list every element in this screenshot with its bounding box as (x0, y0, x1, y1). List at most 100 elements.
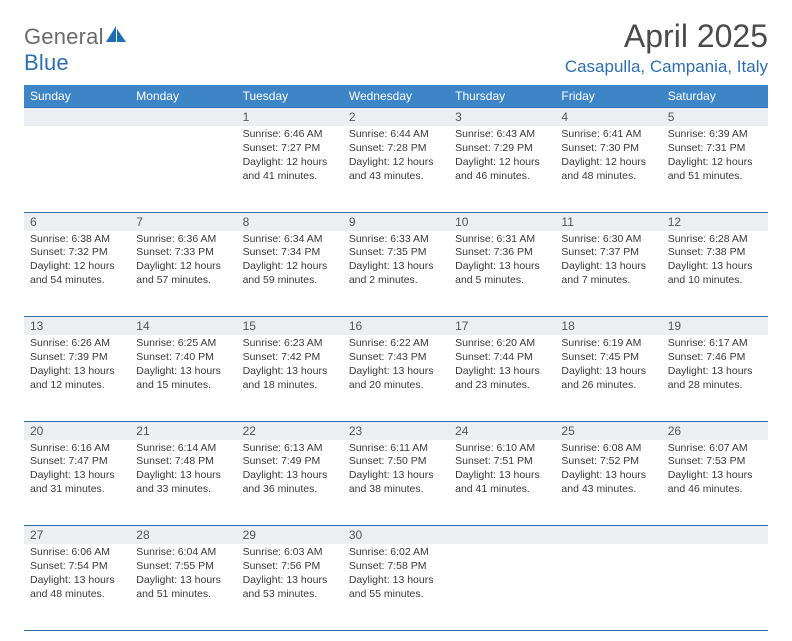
day-number-cell: 17 (449, 317, 555, 336)
sunset-line: Sunset: 7:45 PM (561, 351, 655, 365)
day-number: 10 (449, 213, 555, 231)
sunrise-line: Sunrise: 6:20 AM (455, 337, 549, 351)
daylight-line: Daylight: 13 hours and 28 minutes. (668, 365, 762, 393)
daylight-line: Daylight: 12 hours and 46 minutes. (455, 156, 549, 184)
sunrise-line: Sunrise: 6:38 AM (30, 233, 124, 247)
daylight-line: Daylight: 13 hours and 38 minutes. (349, 469, 443, 497)
sunrise-line: Sunrise: 6:19 AM (561, 337, 655, 351)
daylight-line: Daylight: 13 hours and 5 minutes. (455, 260, 549, 288)
sunset-line: Sunset: 7:46 PM (668, 351, 762, 365)
day-number-cell: 5 (662, 108, 768, 127)
sunrise-line: Sunrise: 6:25 AM (136, 337, 230, 351)
daylight-line: Daylight: 12 hours and 54 minutes. (30, 260, 124, 288)
daylight-line: Daylight: 13 hours and 23 minutes. (455, 365, 549, 393)
day-number: 6 (24, 213, 130, 231)
sunrise-line: Sunrise: 6:39 AM (668, 128, 762, 142)
day-cell: Sunrise: 6:44 AMSunset: 7:28 PMDaylight:… (343, 126, 449, 212)
day-number: 23 (343, 422, 449, 440)
weekday-header: Tuesday (237, 85, 343, 108)
day-number: 2 (343, 108, 449, 126)
sunrise-line: Sunrise: 6:04 AM (136, 546, 230, 560)
sunrise-line: Sunrise: 6:03 AM (243, 546, 337, 560)
day-details: Sunrise: 6:31 AMSunset: 7:36 PMDaylight:… (449, 231, 555, 292)
day-details: Sunrise: 6:38 AMSunset: 7:32 PMDaylight:… (24, 231, 130, 292)
sunset-line: Sunset: 7:30 PM (561, 142, 655, 156)
day-number-cell (130, 108, 236, 127)
daylight-line: Daylight: 13 hours and 26 minutes. (561, 365, 655, 393)
day-cell: Sunrise: 6:08 AMSunset: 7:52 PMDaylight:… (555, 440, 661, 526)
day-number-cell: 4 (555, 108, 661, 127)
sunrise-line: Sunrise: 6:06 AM (30, 546, 124, 560)
day-cell: Sunrise: 6:03 AMSunset: 7:56 PMDaylight:… (237, 544, 343, 630)
sunrise-line: Sunrise: 6:30 AM (561, 233, 655, 247)
day-number: 20 (24, 422, 130, 440)
day-number-cell: 6 (24, 212, 130, 231)
day-number-cell: 21 (130, 421, 236, 440)
day-number: 28 (130, 526, 236, 544)
day-details: Sunrise: 6:19 AMSunset: 7:45 PMDaylight:… (555, 335, 661, 396)
day-number: 21 (130, 422, 236, 440)
day-cell: Sunrise: 6:23 AMSunset: 7:42 PMDaylight:… (237, 335, 343, 421)
day-cell (449, 544, 555, 630)
day-number-cell: 13 (24, 317, 130, 336)
day-cell: Sunrise: 6:30 AMSunset: 7:37 PMDaylight:… (555, 231, 661, 317)
daylight-line: Daylight: 13 hours and 31 minutes. (30, 469, 124, 497)
day-number-cell: 12 (662, 212, 768, 231)
daylight-line: Daylight: 13 hours and 33 minutes. (136, 469, 230, 497)
sunrise-line: Sunrise: 6:11 AM (349, 442, 443, 456)
day-number-cell: 11 (555, 212, 661, 231)
day-cell: Sunrise: 6:39 AMSunset: 7:31 PMDaylight:… (662, 126, 768, 212)
day-number-cell: 16 (343, 317, 449, 336)
day-number-cell: 27 (24, 526, 130, 545)
day-details: Sunrise: 6:16 AMSunset: 7:47 PMDaylight:… (24, 440, 130, 501)
sunset-line: Sunset: 7:51 PM (455, 455, 549, 469)
day-details: Sunrise: 6:04 AMSunset: 7:55 PMDaylight:… (130, 544, 236, 605)
sunset-line: Sunset: 7:53 PM (668, 455, 762, 469)
day-number: 17 (449, 317, 555, 335)
daylight-line: Daylight: 13 hours and 43 minutes. (561, 469, 655, 497)
daylight-line: Daylight: 13 hours and 46 minutes. (668, 469, 762, 497)
day-cell: Sunrise: 6:34 AMSunset: 7:34 PMDaylight:… (237, 231, 343, 317)
day-number: 11 (555, 213, 661, 231)
daylight-line: Daylight: 12 hours and 48 minutes. (561, 156, 655, 184)
sunset-line: Sunset: 7:56 PM (243, 560, 337, 574)
day-details: Sunrise: 6:08 AMSunset: 7:52 PMDaylight:… (555, 440, 661, 501)
sunrise-line: Sunrise: 6:26 AM (30, 337, 124, 351)
day-number-cell: 10 (449, 212, 555, 231)
day-details: Sunrise: 6:44 AMSunset: 7:28 PMDaylight:… (343, 126, 449, 187)
sunrise-line: Sunrise: 6:31 AM (455, 233, 549, 247)
day-number-cell: 30 (343, 526, 449, 545)
day-details: Sunrise: 6:03 AMSunset: 7:56 PMDaylight:… (237, 544, 343, 605)
day-cell: Sunrise: 6:28 AMSunset: 7:38 PMDaylight:… (662, 231, 768, 317)
weekday-header: Monday (130, 85, 236, 108)
day-details: Sunrise: 6:28 AMSunset: 7:38 PMDaylight:… (662, 231, 768, 292)
day-number-cell (662, 526, 768, 545)
daylight-line: Daylight: 13 hours and 12 minutes. (30, 365, 124, 393)
day-number: 7 (130, 213, 236, 231)
day-details: Sunrise: 6:07 AMSunset: 7:53 PMDaylight:… (662, 440, 768, 501)
day-number: 19 (662, 317, 768, 335)
sunset-line: Sunset: 7:35 PM (349, 246, 443, 260)
daylight-line: Daylight: 13 hours and 18 minutes. (243, 365, 337, 393)
daylight-line: Daylight: 13 hours and 53 minutes. (243, 574, 337, 602)
day-number-cell: 26 (662, 421, 768, 440)
title-block: April 2025 Casapulla, Campania, Italy (565, 18, 768, 77)
day-cell (555, 544, 661, 630)
location-subtitle: Casapulla, Campania, Italy (565, 57, 768, 77)
day-cell: Sunrise: 6:10 AMSunset: 7:51 PMDaylight:… (449, 440, 555, 526)
sunset-line: Sunset: 7:44 PM (455, 351, 549, 365)
daylight-line: Daylight: 13 hours and 36 minutes. (243, 469, 337, 497)
day-cell (130, 126, 236, 212)
daylight-line: Daylight: 13 hours and 7 minutes. (561, 260, 655, 288)
day-details: Sunrise: 6:02 AMSunset: 7:58 PMDaylight:… (343, 544, 449, 605)
month-title: April 2025 (565, 18, 768, 55)
sunrise-line: Sunrise: 6:33 AM (349, 233, 443, 247)
sunrise-line: Sunrise: 6:43 AM (455, 128, 549, 142)
day-cell: Sunrise: 6:14 AMSunset: 7:48 PMDaylight:… (130, 440, 236, 526)
day-details: Sunrise: 6:22 AMSunset: 7:43 PMDaylight:… (343, 335, 449, 396)
day-number-cell: 7 (130, 212, 236, 231)
sunset-line: Sunset: 7:50 PM (349, 455, 443, 469)
calendar-table: SundayMondayTuesdayWednesdayThursdayFrid… (24, 85, 768, 631)
day-cell (24, 126, 130, 212)
daylight-line: Daylight: 12 hours and 57 minutes. (136, 260, 230, 288)
